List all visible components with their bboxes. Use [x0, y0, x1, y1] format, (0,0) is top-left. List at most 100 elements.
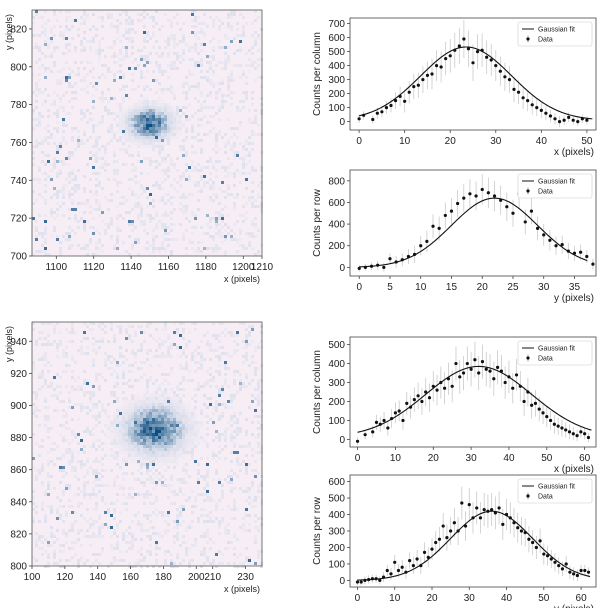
heatmap-cell	[224, 364, 227, 367]
heatmap-cell	[41, 463, 44, 466]
data-point	[465, 361, 469, 366]
heatmap-cell	[158, 250, 161, 253]
heatmap-cell	[143, 46, 146, 49]
heatmap-cell	[149, 415, 152, 418]
heatmap-cell	[125, 535, 128, 538]
heatmap-cell	[188, 559, 191, 562]
data-points	[355, 341, 591, 446]
y-tick-label: 200	[328, 543, 345, 554]
heatmap-cell	[212, 406, 215, 409]
heatmap-cell	[239, 142, 242, 145]
heatmap-cell	[107, 109, 110, 112]
heatmap-cell	[209, 235, 212, 238]
heatmap-cell	[161, 400, 164, 403]
heatmap-cell	[89, 136, 92, 139]
data-point	[544, 111, 548, 115]
heatmap-cell	[146, 118, 149, 121]
heatmap-cell	[44, 322, 47, 325]
heatmap-cell	[71, 187, 74, 190]
heatmap-cell	[113, 436, 116, 439]
heatmap-cell	[212, 37, 215, 40]
heatmap-cell	[122, 418, 125, 421]
heatmap-cell	[152, 448, 155, 451]
heatmap-cell	[176, 133, 179, 136]
heatmap-cell	[155, 409, 158, 412]
heatmap-cell	[185, 43, 188, 46]
heatmap-cell	[236, 418, 239, 421]
heatmap-cell	[146, 436, 149, 439]
heatmap-cell	[254, 121, 257, 124]
heatmap-cell	[158, 154, 161, 157]
heatmap-cell	[173, 427, 176, 430]
y-tick-label: 0	[339, 576, 345, 587]
heatmap-cell	[236, 421, 239, 424]
heatmap-cell	[32, 151, 35, 154]
heatmap-cell	[56, 346, 59, 349]
heatmap-cell	[170, 250, 173, 253]
heatmap-cell	[68, 244, 71, 247]
heatmap-cell	[65, 19, 68, 22]
heatmap-cell	[161, 130, 164, 133]
heatmap-cell	[98, 76, 101, 79]
heatmap-cell	[209, 64, 212, 67]
heatmap-cell	[215, 91, 218, 94]
heatmap-cell	[80, 61, 83, 64]
heatmap-cell	[119, 139, 122, 142]
heatmap-cell	[149, 112, 152, 115]
heatmap-cell	[254, 118, 257, 121]
heatmap-cell	[137, 103, 140, 106]
heatmap-cell	[68, 175, 71, 178]
y-tick-label: 840	[10, 497, 27, 508]
heatmap-cell	[173, 43, 176, 46]
heatmap-cell	[173, 439, 176, 442]
heatmap-cell	[257, 436, 260, 439]
heatmap-cell	[131, 418, 134, 421]
heatmap-cell	[125, 112, 128, 115]
heatmap-cell	[101, 547, 104, 550]
heatmap-cell	[71, 388, 74, 391]
heatmap-cell	[206, 121, 209, 124]
heatmap-cell	[251, 130, 254, 133]
heatmap-cell	[164, 451, 167, 454]
heatmap-cell	[155, 445, 158, 448]
heatmap-cell	[158, 409, 161, 412]
heatmap-cell	[242, 106, 245, 109]
heatmap-cell	[134, 397, 137, 400]
heatmap-cell	[158, 400, 161, 403]
heatmap-cell	[137, 238, 140, 241]
heatmap-cell	[74, 388, 77, 391]
heatmap-cell	[218, 91, 221, 94]
heatmap-cell	[212, 217, 215, 220]
heatmap-cell	[251, 64, 254, 67]
heatmap-cell	[251, 52, 254, 55]
heatmap-cell	[200, 493, 203, 496]
heatmap-cell	[122, 382, 125, 385]
heatmap-cell	[152, 424, 155, 427]
heatmap-cell	[233, 553, 236, 556]
heatmap-cell	[47, 565, 50, 568]
heatmap-cell	[128, 97, 131, 100]
heatmap-cell	[35, 394, 38, 397]
heatmap-cell	[56, 385, 59, 388]
heatmap-cell	[68, 76, 71, 79]
heatmap-cell	[218, 373, 221, 376]
heatmap-cell	[260, 475, 263, 478]
heatmap-cell	[152, 121, 155, 124]
heatmap-cell	[122, 196, 125, 199]
heatmap-cell	[32, 466, 35, 469]
heatmap-cell	[248, 142, 251, 145]
heatmap-cell	[56, 235, 59, 238]
heatmap-cell	[38, 454, 41, 457]
heatmap-cell	[68, 163, 71, 166]
heatmap-cell	[176, 124, 179, 127]
heatmap-cell	[77, 388, 80, 391]
heatmap-cell	[260, 562, 263, 565]
heatmap-cell	[131, 193, 134, 196]
heatmap-cell	[257, 415, 260, 418]
heatmap-cell	[155, 139, 158, 142]
heatmap-cell	[161, 352, 164, 355]
data-point	[411, 563, 415, 568]
heatmap-cell	[170, 217, 173, 220]
heatmap-cell	[191, 145, 194, 148]
heatmap-cell	[203, 508, 206, 511]
